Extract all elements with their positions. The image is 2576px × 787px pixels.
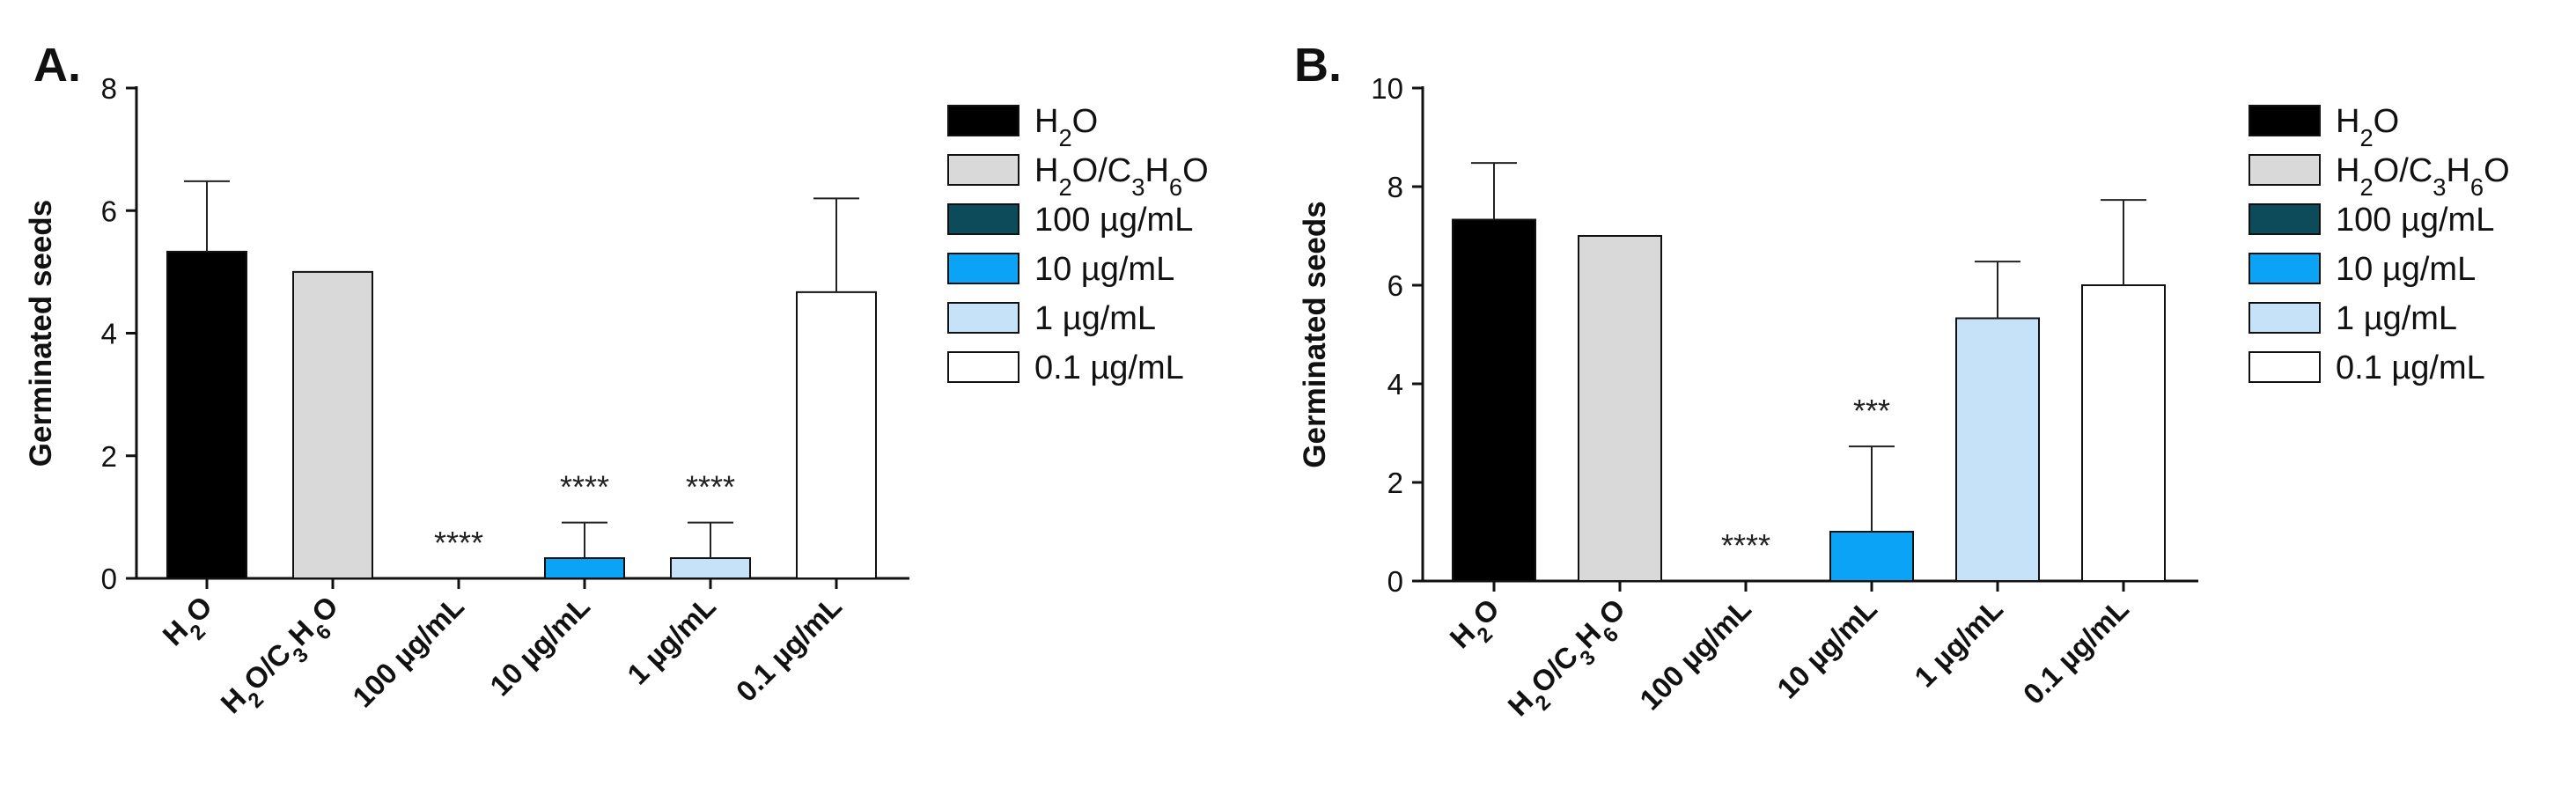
chart-b-x-tick-label: 0.1 µg/mL	[2017, 592, 2135, 710]
chart-b-bar	[2081, 284, 2166, 582]
chart-b-x-tick-label: 10 µg/mL	[1770, 592, 1883, 705]
chart-a-bar	[544, 557, 625, 579]
chart-b-legend-swatch	[2248, 203, 2321, 235]
chart-a-legend-swatch	[947, 302, 1019, 334]
chart-a-legend-label: 1 µg/mL	[1034, 300, 1156, 337]
chart-a-significance-label: ****	[434, 525, 483, 561]
chart-a-bar	[292, 270, 373, 579]
chart-a-y-tick-label: 6	[101, 195, 117, 227]
chart-a-legend-swatch	[947, 203, 1019, 235]
chart-b-bar	[1955, 317, 2040, 582]
chart-a-x-tick-label: 0.1 µg/mL	[730, 590, 848, 708]
chart-a-legend-swatch	[947, 253, 1019, 284]
chart-b-legend-label: H2O/C3H6O	[2336, 152, 2510, 201]
chart-a-y-tick-label: 2	[101, 440, 117, 473]
chart-b-legend-swatch	[2248, 253, 2321, 284]
chart-a-y-axis-label: Germinated seeds	[24, 200, 58, 467]
chart-b-bar	[1829, 531, 1914, 582]
chart-a-panel-letter: A.	[33, 39, 81, 92]
chart-a-legend-label: H2O	[1034, 103, 1098, 151]
chart-a-legend-swatch	[947, 105, 1019, 136]
panel-b-chart: B.Germinated seeds0246810H2OH2O/C3H6O***…	[1294, 39, 2510, 730]
chart-b-y-axis-label: Germinated seeds	[1298, 201, 1332, 467]
chart-a-y-tick-label: 0	[101, 563, 117, 595]
chart-a-legend-swatch	[947, 154, 1019, 186]
chart-a-legend-label: 0.1 µg/mL	[1034, 349, 1184, 386]
chart-b-y-tick-label: 2	[1387, 467, 1403, 499]
chart-b-legend-swatch	[2248, 302, 2321, 334]
chart-b-y-tick-label: 8	[1387, 171, 1403, 203]
chart-b-y-tick-label: 10	[1371, 72, 1403, 105]
chart-b-legend-swatch	[2248, 351, 2321, 383]
chart-b-legend-label: H2O	[2336, 103, 2399, 151]
chart-a-bar	[796, 291, 877, 579]
chart-a-legend-swatch	[947, 351, 1019, 383]
chart-a-x-tick-label: H2O/C3H6O	[214, 590, 351, 727]
chart-b-x-tick-label: H2O/C3H6O	[1501, 592, 1638, 730]
chart-b-legend-swatch	[2248, 105, 2321, 136]
chart-b-legend-label: 0.1 µg/mL	[2336, 349, 2485, 386]
chart-b-significance-label: ****	[1721, 527, 1770, 563]
chart-a-x-tick-label: 1 µg/mL	[621, 590, 722, 691]
chart-a-significance-label: ****	[560, 469, 609, 505]
chart-b-y-tick-label: 4	[1387, 368, 1403, 401]
chart-a-x-tick-label: 100 µg/mL	[346, 590, 470, 714]
chart-b-bar	[1578, 235, 1662, 582]
chart-b-x-tick-label: 100 µg/mL	[1633, 592, 1757, 717]
chart-a-significance-label: ****	[686, 469, 735, 505]
chart-a-legend-label: H2O/C3H6O	[1034, 152, 1209, 201]
chart-a-bar	[166, 250, 247, 579]
chart-b-x-tick-label: 1 µg/mL	[1908, 592, 2009, 694]
chart-b-x-tick-label: H2O	[1443, 592, 1512, 662]
chart-a-x-tick-label: H2O	[156, 590, 225, 659]
chart-a-bar	[670, 557, 751, 579]
chart-b-y-tick-label: 6	[1387, 269, 1403, 302]
chart-a-y-tick-label: 8	[101, 72, 117, 105]
chart-b-bar	[1452, 218, 1536, 583]
chart-b-significance-label: ***	[1853, 393, 1890, 429]
chart-b-y-tick-label: 0	[1387, 565, 1403, 598]
chart-a-legend-label: 10 µg/mL	[1034, 251, 1174, 288]
chart-b-legend-swatch	[2248, 154, 2321, 186]
chart-b-legend-label: 100 µg/mL	[2336, 202, 2494, 239]
panel-a-chart: A.Germinated seeds02468H2OH2O/C3H6O****1…	[24, 39, 1209, 727]
chart-b-legend-label: 1 µg/mL	[2336, 300, 2457, 337]
chart-a-y-tick-label: 4	[101, 318, 117, 350]
chart-a-x-tick-label: 10 µg/mL	[483, 590, 596, 702]
chart-b-panel-letter: B.	[1294, 39, 1342, 92]
chart-b-legend-label: 10 µg/mL	[2336, 251, 2476, 288]
chart-a-legend-label: 100 µg/mL	[1034, 202, 1193, 239]
